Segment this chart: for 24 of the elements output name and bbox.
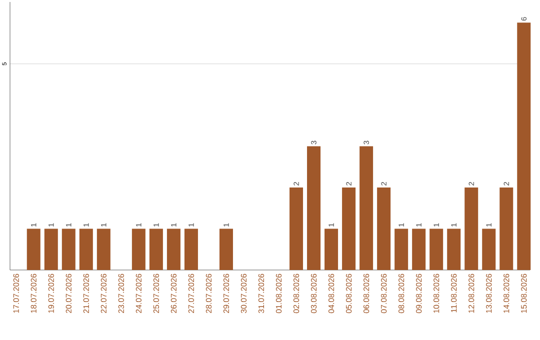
bar [500, 188, 514, 270]
bar [184, 228, 198, 270]
bar [412, 228, 426, 270]
bar [377, 188, 391, 270]
bar [307, 146, 321, 270]
bar [149, 228, 163, 270]
bar [62, 228, 76, 270]
bar [166, 228, 180, 270]
bar [360, 146, 374, 270]
bar [447, 228, 461, 270]
bar [482, 228, 496, 270]
bar [79, 228, 93, 270]
bar [44, 228, 58, 270]
bar [290, 188, 304, 270]
bar [430, 228, 444, 270]
bar [464, 188, 478, 270]
bar [96, 228, 110, 270]
bar [132, 228, 146, 270]
bar [324, 228, 338, 270]
bar [219, 228, 233, 270]
bar [517, 22, 531, 270]
bar [394, 228, 408, 270]
bar [26, 228, 40, 270]
bar [342, 188, 356, 270]
